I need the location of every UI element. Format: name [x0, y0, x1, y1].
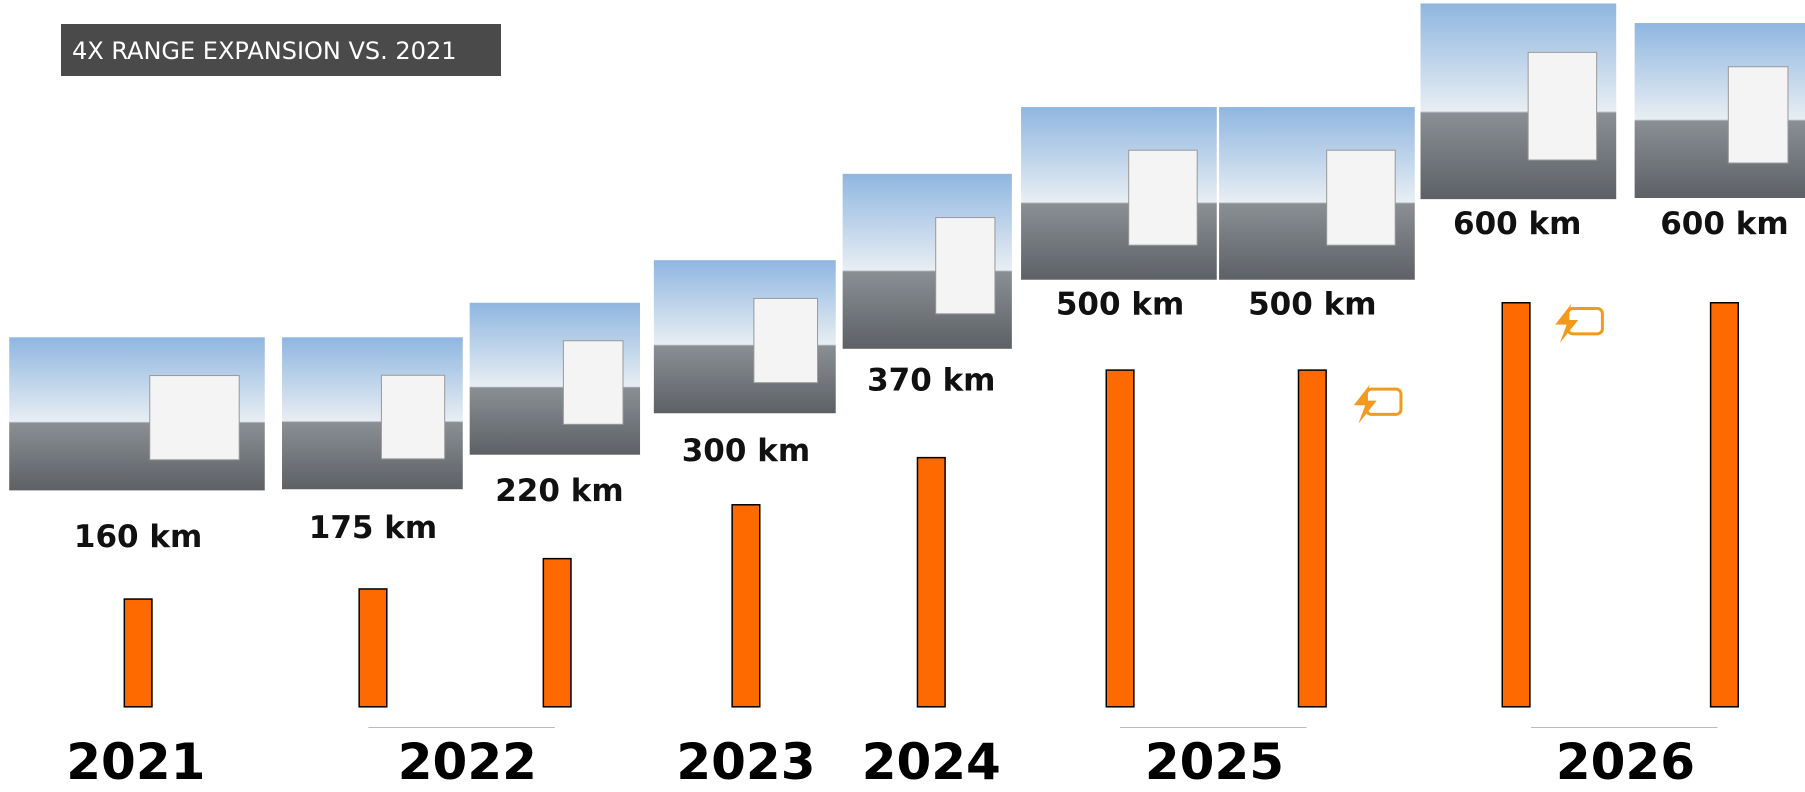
data-label: 500 km — [1248, 287, 1376, 323]
truck-cab — [1727, 66, 1789, 164]
data-label: 600 km — [1453, 206, 1581, 242]
battery-icon — [1364, 387, 1403, 416]
data-label: 160 km — [74, 519, 202, 555]
bar — [1297, 369, 1327, 708]
truck-cab — [935, 217, 996, 315]
battery-icon — [1566, 307, 1604, 336]
bar — [1501, 302, 1531, 708]
year-label: 2025 — [1145, 733, 1284, 791]
bar — [731, 504, 761, 708]
bar — [542, 557, 572, 708]
data-label: 300 km — [682, 433, 810, 469]
truck-cab — [1326, 149, 1396, 246]
truck-cab — [753, 297, 819, 384]
bar — [123, 598, 153, 708]
data-label: 500 km — [1056, 287, 1184, 323]
bar — [916, 456, 946, 708]
title-box — [61, 24, 501, 76]
year-label: 2021 — [66, 733, 205, 791]
data-label: 370 km — [867, 363, 995, 399]
data-label: 220 km — [495, 473, 623, 509]
truck-cab — [1128, 149, 1198, 246]
truck-cab — [1527, 51, 1598, 161]
bar — [1105, 369, 1135, 708]
data-label: 600 km — [1660, 206, 1788, 242]
year-label: 2022 — [398, 733, 537, 791]
truck-cab — [149, 375, 240, 461]
bar — [358, 588, 388, 708]
year-label: 2023 — [676, 733, 815, 791]
chart-title: 4X RANGE EXPANSION VS. 2021 — [72, 37, 457, 65]
data-label: 175 km — [309, 510, 437, 546]
year-label: 2024 — [862, 733, 1001, 791]
year-label: 2026 — [1556, 733, 1695, 791]
truck-cab — [562, 340, 624, 425]
truck-cab — [380, 374, 446, 460]
bar — [1709, 302, 1739, 708]
